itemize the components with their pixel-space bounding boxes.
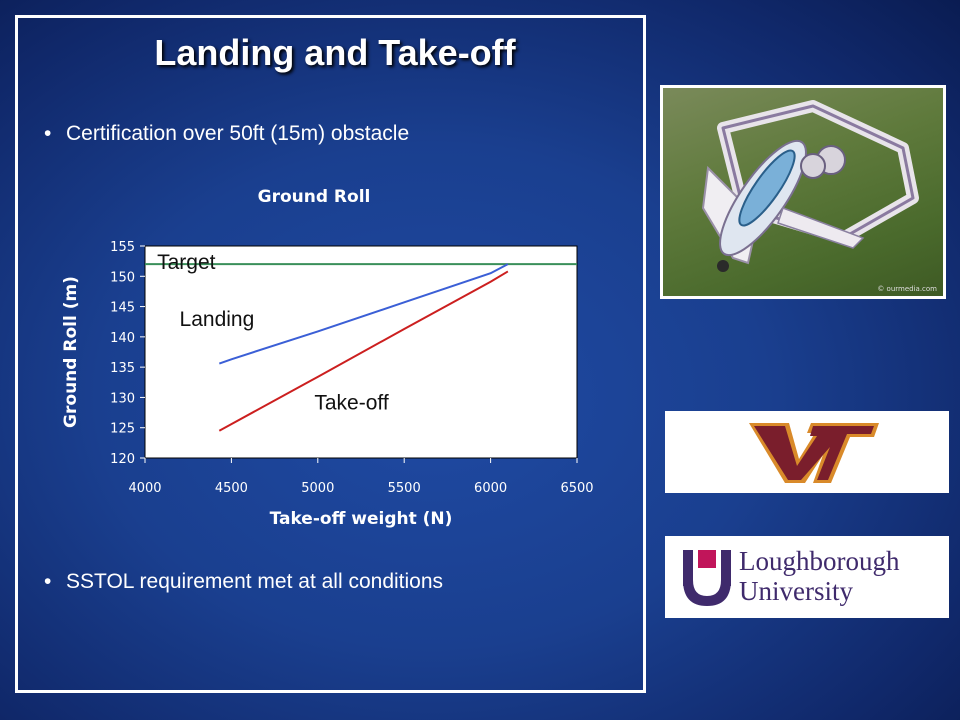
y-tick-label: 155 bbox=[110, 240, 135, 255]
chart-title: Ground Roll bbox=[258, 187, 371, 207]
x-tick-label: 4000 bbox=[128, 481, 161, 496]
loughborough-wordmark: Loughborough bbox=[739, 546, 900, 576]
x-tick-label: 5500 bbox=[388, 481, 421, 496]
slide-frame bbox=[15, 15, 646, 693]
bullet-certification: • Certification over 50ft (15m) obstacle bbox=[44, 122, 409, 146]
loughborough-logo: Loughborough University bbox=[665, 536, 949, 618]
bullet-dot: • bbox=[44, 570, 52, 593]
series-line-landing bbox=[218, 263, 509, 365]
aircraft-photo: © ourmedia.com bbox=[660, 85, 946, 299]
x-tick-label: 6000 bbox=[474, 481, 507, 496]
y-tick-label: 140 bbox=[110, 331, 135, 346]
x-tick-label: 6500 bbox=[560, 481, 593, 496]
x-tick-label: 5000 bbox=[301, 481, 334, 496]
y-tick-label: 145 bbox=[110, 301, 135, 316]
x-tick-label: 4500 bbox=[215, 481, 248, 496]
plot-area bbox=[144, 245, 578, 459]
y-tick-label: 125 bbox=[110, 422, 135, 437]
vt-logo-icon bbox=[749, 423, 879, 483]
y-axis-label: Ground Roll (m) bbox=[61, 276, 81, 428]
bullet-text: SSTOL requirement met at all conditions bbox=[66, 570, 444, 593]
series-line-take-off bbox=[218, 270, 509, 432]
annotation-target: Target bbox=[157, 251, 216, 274]
slide-title: Landing and Take-off bbox=[154, 32, 516, 73]
photo-watermark: © ourmedia.com bbox=[877, 285, 937, 293]
y-tick-label: 130 bbox=[110, 391, 135, 406]
y-tick-label: 150 bbox=[110, 270, 135, 285]
bullet-sstol: • SSTOL requirement met at all conditions bbox=[44, 570, 443, 594]
annotation-take-off: Take-off bbox=[314, 392, 388, 415]
y-tick-label: 135 bbox=[110, 361, 135, 376]
loughborough-crest-icon bbox=[683, 550, 731, 606]
y-tick-label: 120 bbox=[110, 452, 135, 467]
aircraft-icon bbox=[701, 100, 919, 272]
bullet-dot: • bbox=[44, 122, 52, 145]
x-axis-label: Take-off weight (N) bbox=[270, 509, 453, 529]
aircraft-render-image: © ourmedia.com bbox=[663, 88, 943, 296]
bullet-text: Certification over 50ft (15m) obstacle bbox=[66, 122, 410, 145]
annotation-landing: Landing bbox=[180, 308, 255, 331]
virginia-tech-logo bbox=[665, 411, 949, 493]
ground-roll-chart: Ground Roll 120 125 130 135 140 145 150 155 4000… bbox=[61, 187, 594, 529]
university-wordmark: University bbox=[739, 576, 853, 606]
